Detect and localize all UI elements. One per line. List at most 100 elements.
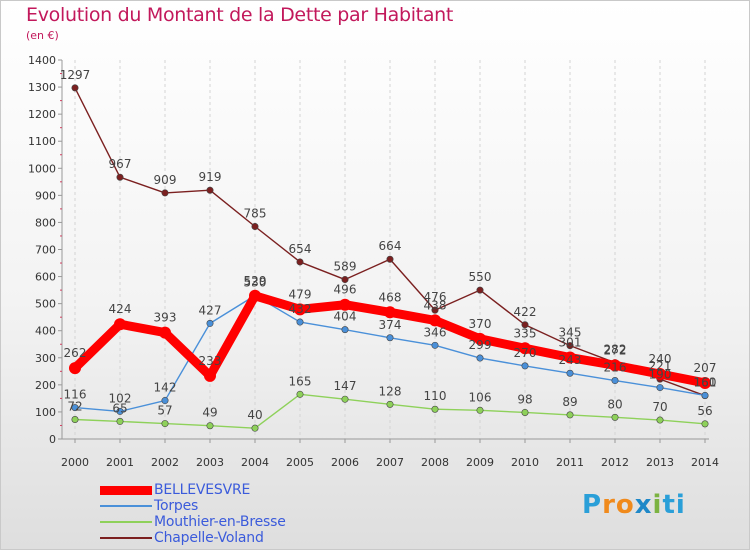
y-tick-label-600: 600 <box>35 271 56 284</box>
point-chapelle-voland-2006 <box>341 276 349 284</box>
point-mouthier-en-bresse-2010 <box>521 408 529 416</box>
y-tick-label-900: 900 <box>35 189 56 202</box>
data-label-mouthier-en-bresse-2003: 49 <box>202 406 217 420</box>
unit-label: (en €) <box>26 29 59 42</box>
logo-letter: r <box>602 490 616 520</box>
point-torpes-2012 <box>611 377 619 385</box>
data-label-chapelle-voland-2001: 967 <box>109 157 132 171</box>
logo-letter: i <box>675 490 686 520</box>
point-chapelle-voland-2001 <box>116 173 124 181</box>
point-torpes-2014 <box>701 391 709 399</box>
point-chapelle-voland-2010 <box>521 321 529 329</box>
data-label-mouthier-en-bresse-2009: 106 <box>469 390 492 404</box>
x-tick-label-2004: 2004 <box>241 456 269 469</box>
logo-letter: i <box>652 490 663 520</box>
data-label-torpes-2004: 530 <box>244 276 267 290</box>
data-label-torpes-2005: 432 <box>289 302 312 316</box>
point-mouthier-en-bresse-2007 <box>386 400 394 408</box>
legend-swatch-torpes <box>100 505 152 507</box>
chart-title: Evolution du Montant de la Dette par Hab… <box>26 4 454 26</box>
point-chapelle-voland-2007 <box>386 255 394 263</box>
x-tick-label-2000: 2000 <box>61 456 89 469</box>
point-mouthier-en-bresse-2012 <box>611 413 619 421</box>
point-mouthier-en-bresse-2003 <box>206 422 214 430</box>
data-label-chapelle-voland-2012: 282 <box>604 343 627 357</box>
data-label-bellevesvre-2002: 393 <box>154 311 177 325</box>
point-chapelle-voland-2003 <box>206 186 214 194</box>
data-label-mouthier-en-bresse-2011: 89 <box>562 395 577 409</box>
x-tick-label-2006: 2006 <box>331 456 359 469</box>
data-label-mouthier-en-bresse-2013: 70 <box>652 400 667 414</box>
data-label-chapelle-voland-2010: 422 <box>514 305 537 319</box>
data-label-bellevesvre-2003: 233 <box>199 354 222 368</box>
data-label-torpes-2011: 243 <box>559 353 582 367</box>
legend-swatch-chapelle-voland <box>100 537 152 539</box>
data-label-mouthier-en-bresse-2001: 65 <box>112 401 127 415</box>
legend-swatch-bellevesvre <box>100 485 152 495</box>
x-tick-label-2003: 2003 <box>196 456 224 469</box>
point-torpes-2002 <box>161 397 169 405</box>
point-mouthier-en-bresse-2011 <box>566 411 574 419</box>
x-tick-label-2001: 2001 <box>106 456 134 469</box>
data-label-torpes-2007: 374 <box>379 318 402 332</box>
point-bellevesvre-2000 <box>69 362 81 375</box>
data-label-bellevesvre-2007: 468 <box>379 290 402 304</box>
y-tick-label-800: 800 <box>35 216 56 229</box>
logo-letter: o <box>615 490 635 520</box>
legend-label-chapelle-voland: Chapelle-Voland <box>154 530 264 546</box>
data-label-torpes-2010: 270 <box>514 346 537 360</box>
y-tick-label-700: 700 <box>35 244 56 257</box>
point-mouthier-en-bresse-2002 <box>161 420 169 428</box>
data-label-torpes-2001: 102 <box>109 391 132 405</box>
data-label-mouthier-en-bresse-2005: 165 <box>289 374 312 388</box>
legend-label-mouthier-en-bresse: Mouthier-en-Bresse <box>154 514 286 530</box>
x-tick-label-2010: 2010 <box>511 456 539 469</box>
data-label-bellevesvre-2006: 496 <box>334 283 357 297</box>
point-mouthier-en-bresse-2008 <box>431 405 439 413</box>
point-bellevesvre-2010 <box>519 342 531 355</box>
data-label-mouthier-en-bresse-2004: 40 <box>247 408 262 422</box>
x-tick-label-2007: 2007 <box>376 456 404 469</box>
point-bellevesvre-2007 <box>384 306 396 319</box>
y-tick-label-500: 500 <box>35 298 56 311</box>
data-label-bellevesvre-2000: 262 <box>64 346 87 360</box>
x-tick-label-2013: 2013 <box>646 456 674 469</box>
legend-swatch-mouthier-en-bresse <box>100 521 152 523</box>
data-label-torpes-2009: 299 <box>469 338 492 352</box>
data-label-bellevesvre-2008: 438 <box>424 298 447 312</box>
point-chapelle-voland-2011 <box>566 342 574 350</box>
data-label-chapelle-voland-2008: 476 <box>424 290 447 304</box>
point-chapelle-voland-2000 <box>71 84 79 92</box>
logo-letter: P <box>582 490 603 520</box>
y-tick-label-1000: 1000 <box>28 162 56 175</box>
point-chapelle-voland-2002 <box>161 189 169 197</box>
x-tick-label-2008: 2008 <box>421 456 449 469</box>
y-tick-label-1200: 1200 <box>28 108 56 121</box>
point-chapelle-voland-2009 <box>476 286 484 294</box>
point-torpes-2001 <box>116 407 124 415</box>
data-label-bellevesvre-2009: 370 <box>469 317 492 331</box>
point-torpes-2010 <box>521 362 529 370</box>
data-label-chapelle-voland-2003: 919 <box>199 170 222 184</box>
y-tick-label-0: 0 <box>49 433 56 446</box>
point-chapelle-voland-2008 <box>431 306 439 314</box>
x-tick-label-2009: 2009 <box>466 456 494 469</box>
point-bellevesvre-2008 <box>429 314 441 327</box>
point-bellevesvre-2014 <box>699 376 711 389</box>
data-label-bellevesvre-2013: 240 <box>649 352 672 366</box>
point-torpes-2009 <box>476 354 484 362</box>
logo-letter: x <box>634 490 653 520</box>
point-bellevesvre-2012 <box>609 359 621 372</box>
point-bellevesvre-2011 <box>564 351 576 364</box>
point-chapelle-voland-2005 <box>296 258 304 266</box>
x-tick-label-2005: 2005 <box>286 456 314 469</box>
point-bellevesvre-2002 <box>159 326 171 339</box>
data-label-mouthier-en-bresse-2007: 128 <box>379 384 402 398</box>
point-mouthier-en-bresse-2009 <box>476 406 484 414</box>
data-label-torpes-2006: 404 <box>334 310 357 324</box>
y-tick-label-1100: 1100 <box>28 135 56 148</box>
point-mouthier-en-bresse-2004 <box>251 424 259 432</box>
data-label-mouthier-en-bresse-2006: 147 <box>334 379 357 393</box>
point-chapelle-voland-2004 <box>251 222 259 230</box>
point-torpes-2006 <box>341 326 349 334</box>
